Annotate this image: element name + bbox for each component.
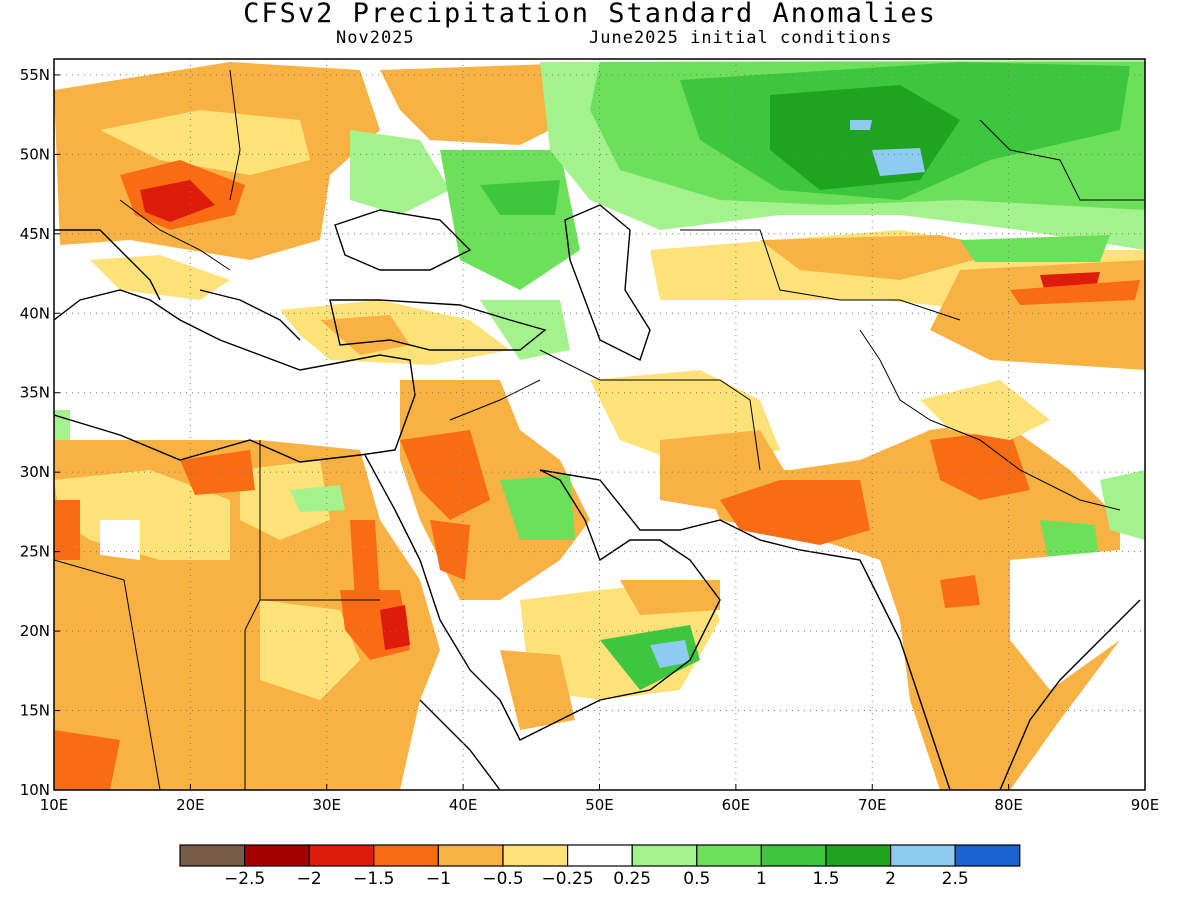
- target-month: Nov2025: [336, 28, 415, 48]
- lon-tick-label: 70E: [858, 796, 887, 814]
- colorbar-label: 1: [755, 869, 767, 889]
- lon-tick-label: 30E: [312, 796, 341, 814]
- colorbar-segment: [566, 844, 633, 867]
- lat-tick-label: 50N: [20, 145, 50, 163]
- colorbar-label: −0.25: [541, 869, 594, 889]
- anomaly-field: [54, 60, 1145, 790]
- colorbar-label: 0.25: [613, 869, 652, 889]
- colorbar-segment: [179, 844, 246, 867]
- colorbar-segment: [889, 844, 956, 867]
- colorbar-segment: [373, 844, 439, 867]
- coastlines: [54, 204, 1141, 790]
- colorbar-segment: [502, 844, 569, 867]
- colorbar-segment: [760, 844, 827, 867]
- lat-tick-label: 45N: [20, 225, 50, 243]
- colorbar-label: 1.5: [812, 869, 840, 889]
- colorbar-segment: [954, 844, 1021, 867]
- axis-ticks: 10E 20E 30E 40E 50E 60E 70E 80E 90E 10N 15N 20N 25N 3…: [20, 66, 1160, 814]
- colorbar-segment: [631, 844, 698, 867]
- colorbar-label: −0.5: [482, 869, 524, 889]
- map-title: CFSv2 Precipitation Standard Anomalies: [243, 0, 937, 29]
- borders: [54, 69, 1145, 790]
- colorbar-segment: [825, 844, 892, 867]
- lat-tick-label: 30N: [20, 463, 50, 481]
- colorbar: [179, 844, 1021, 867]
- lon-tick-label: 60E: [722, 796, 751, 814]
- lat-tick-label: 35N: [20, 384, 50, 402]
- lat-tick-label: 20N: [20, 622, 50, 640]
- colorbar-label: −1: [425, 869, 451, 889]
- lon-tick-label: 10E: [40, 796, 69, 814]
- colorbar-label: −2: [296, 869, 322, 889]
- colorbar-label: −2.5: [223, 869, 266, 889]
- colorbar-label: 2: [885, 869, 897, 889]
- lon-tick-label: 90E: [1131, 796, 1160, 814]
- lat-tick-label: 55N: [20, 66, 50, 84]
- colorbar-segment: [308, 844, 375, 867]
- colorbar-label: −1.5: [353, 869, 395, 889]
- colorbar-label: 0.5: [683, 869, 711, 889]
- lat-tick-label: 10N: [20, 781, 50, 799]
- initial-conditions: June2025 initial conditions: [589, 28, 893, 48]
- colorbar-segment: [696, 844, 762, 867]
- lon-tick-label: 80E: [994, 796, 1023, 814]
- colorbar-label: 2.5: [941, 869, 969, 889]
- lon-tick-label: 40E: [449, 796, 478, 814]
- lon-tick-label: 20E: [176, 796, 205, 814]
- lat-tick-label: 15N: [20, 702, 50, 720]
- lat-tick-label: 25N: [20, 543, 50, 561]
- lon-tick-label: 50E: [585, 796, 614, 814]
- colorbar-segment: [244, 844, 310, 867]
- lat-tick-label: 40N: [20, 304, 50, 322]
- colorbar-segment: [437, 844, 504, 867]
